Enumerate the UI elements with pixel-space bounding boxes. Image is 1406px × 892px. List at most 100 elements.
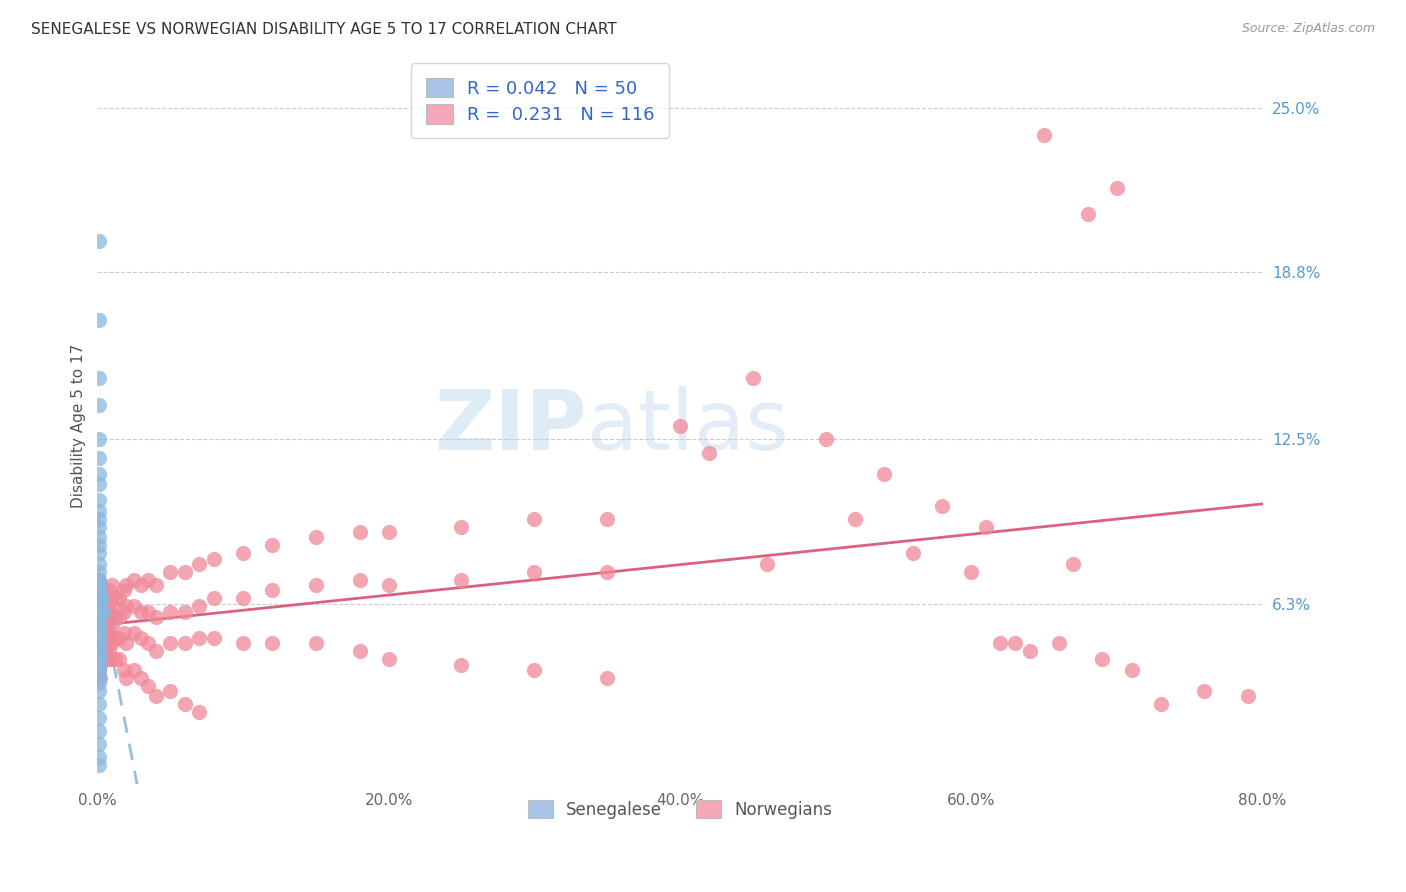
Point: [129, 605, 152, 619]
Point: [104, 631, 127, 645]
Point: [94, 591, 117, 606]
Point: [89, 617, 111, 632]
Point: [87, 625, 110, 640]
Point: [93, 636, 115, 650]
Text: SENEGALESE VS NORWEGIAN DISABILITY AGE 5 TO 17 CORRELATION CHART: SENEGALESE VS NORWEGIAN DISABILITY AGE 5…: [31, 22, 617, 37]
Point: [349, 573, 371, 587]
Point: [89, 597, 111, 611]
Point: [89, 583, 111, 598]
Point: [89, 605, 111, 619]
Point: [145, 690, 167, 704]
Point: [450, 520, 472, 534]
Point: [129, 671, 152, 685]
Point: [377, 578, 399, 592]
Point: [87, 657, 110, 672]
Point: [101, 599, 124, 614]
Point: [450, 657, 472, 672]
Point: [100, 652, 122, 666]
Point: [87, 597, 110, 611]
Point: [98, 605, 121, 619]
Point: [87, 671, 110, 685]
Point: [1018, 644, 1040, 658]
Point: [87, 610, 110, 624]
Point: [87, 313, 110, 327]
Point: [122, 625, 145, 640]
Point: [377, 652, 399, 666]
Point: [101, 578, 124, 592]
Point: [87, 636, 110, 650]
Point: [596, 565, 619, 579]
Point: [188, 631, 211, 645]
Point: [232, 591, 254, 606]
Point: [93, 599, 115, 614]
Point: [87, 617, 110, 632]
Point: [202, 591, 225, 606]
Point: [89, 591, 111, 606]
Point: [87, 710, 110, 724]
Point: [87, 573, 110, 587]
Point: [90, 583, 112, 598]
Point: [91, 605, 114, 619]
Point: [87, 644, 110, 658]
Point: [87, 538, 110, 552]
Point: [136, 605, 159, 619]
Point: [188, 557, 211, 571]
Point: [87, 652, 110, 666]
Point: [89, 644, 111, 658]
Point: [112, 663, 135, 677]
Point: [188, 599, 211, 614]
Point: [202, 631, 225, 645]
Point: [98, 644, 121, 658]
Point: [87, 520, 110, 534]
Point: [87, 610, 110, 624]
Point: [91, 591, 114, 606]
Point: [87, 652, 110, 666]
Point: [1091, 652, 1114, 666]
Point: [100, 591, 122, 606]
Point: [1047, 636, 1070, 650]
Point: [87, 625, 110, 640]
Point: [91, 605, 114, 619]
Point: [232, 546, 254, 560]
Point: [1105, 180, 1128, 194]
Point: [112, 605, 135, 619]
Point: [87, 750, 110, 764]
Point: [115, 599, 138, 614]
Point: [1237, 690, 1260, 704]
Point: [349, 525, 371, 540]
Point: [90, 591, 112, 606]
Point: [87, 467, 110, 481]
Point: [87, 578, 110, 592]
Point: [100, 631, 122, 645]
Point: [262, 538, 284, 552]
Point: [91, 617, 114, 632]
Point: [90, 610, 112, 624]
Point: [87, 676, 110, 690]
Point: [101, 617, 124, 632]
Point: [87, 583, 110, 598]
Point: [87, 450, 110, 465]
Point: [87, 371, 110, 385]
Point: [87, 477, 110, 491]
Point: [87, 234, 110, 248]
Point: [136, 679, 159, 693]
Point: [96, 617, 118, 632]
Point: [90, 625, 112, 640]
Point: [87, 583, 110, 598]
Point: [159, 684, 181, 698]
Point: [159, 565, 181, 579]
Point: [87, 758, 110, 772]
Point: [1033, 128, 1056, 142]
Point: [1149, 698, 1171, 712]
Point: [96, 652, 118, 666]
Point: [87, 599, 110, 614]
Point: [305, 530, 328, 544]
Point: [960, 565, 983, 579]
Point: [122, 573, 145, 587]
Point: [145, 610, 167, 624]
Point: [173, 636, 195, 650]
Point: [136, 636, 159, 650]
Point: [262, 583, 284, 598]
Point: [87, 617, 110, 632]
Point: [1121, 663, 1143, 677]
